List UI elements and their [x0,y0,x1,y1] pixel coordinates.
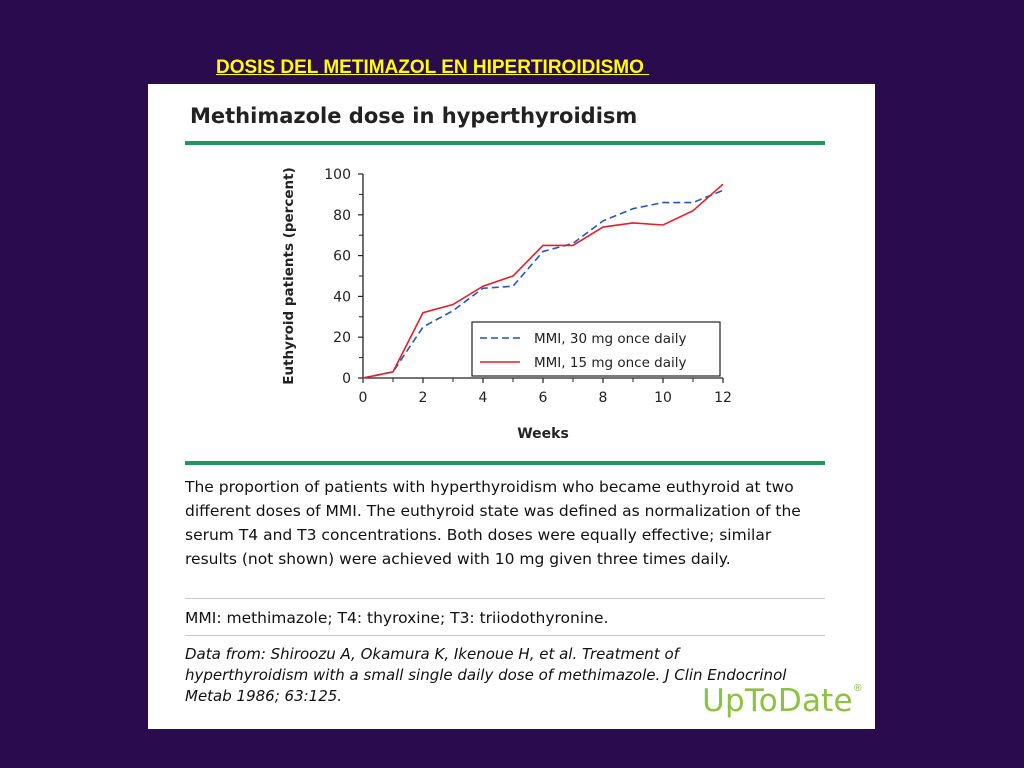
caption-divider [185,598,825,599]
figure-title: Methimazole dose in hyperthyroidism [190,104,638,128]
legend-label-1: MMI, 30 mg once daily [534,331,687,347]
x-axis-title: Weeks [517,426,569,442]
x-tick-label: 10 [654,390,672,406]
title-divider [185,141,825,145]
abbreviations-note: MMI: methimazole; T4: thyroxine; T3: tri… [185,609,609,627]
figure-card: Methimazole dose in hyperthyroidism 0 2 4 6… [148,84,875,729]
source-citation: Data from: Shiroozu A, Okamura K, Ikenou… [185,645,787,705]
x-tick-label: 6 [539,390,548,406]
registered-mark: ® [852,683,863,694]
x-tick-label: 12 [714,390,732,406]
slide-title: DOSIS DEL METIMAZOL EN HIPERTIROIDISMO [216,57,650,78]
figure-caption: The proportion of patients with hyperthy… [185,478,801,568]
chart-divider [185,461,825,465]
series-line-1 [362,189,724,379]
y-tick-label: 40 [333,289,351,305]
y-tick-label: 100 [324,167,351,183]
uptodate-logo: UpToDate® [702,683,863,719]
x-tick-label: 2 [419,390,428,406]
y-tick-label: 60 [333,249,351,265]
y-tick-label: 20 [333,330,351,346]
y-axis-title: Euthyroid patients (percent) [281,167,297,384]
logo-text: UpToDate [702,683,853,719]
legend-box [471,321,721,377]
abbrev-divider [185,635,825,636]
x-tick-label: 0 [359,390,368,406]
x-tick-label: 8 [599,390,608,406]
chart: 0 2 4 6 8 10 12 0 20 40 60 80 100 Weeks Euthyroid pati… [281,167,732,442]
legend-label-2: MMI, 15 mg once daily [534,355,687,371]
y-tick-label: 0 [342,371,351,387]
x-tick-label: 4 [479,390,488,406]
y-tick-label: 80 [333,208,351,224]
series-line-2 [362,183,724,379]
